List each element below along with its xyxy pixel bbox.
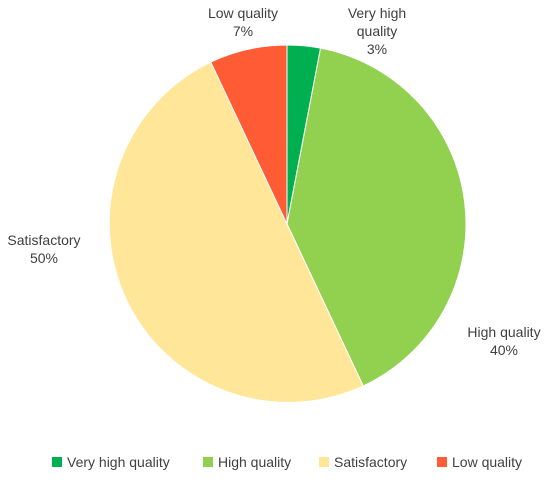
legend-label-high-quality: High quality	[218, 454, 291, 470]
data-label-line: 7%	[233, 23, 253, 39]
data-label-line: Low quality	[208, 5, 278, 21]
data-label-line: Satisfactory	[7, 232, 80, 248]
legend-label-satisfactory: Satisfactory	[334, 454, 407, 470]
data-label-line: 3%	[367, 41, 387, 57]
pie-slices	[108, 44, 467, 403]
legend-label-low-quality: Low quality	[452, 454, 522, 470]
legend-swatch-satisfactory	[319, 457, 329, 467]
pie-slice-low-quality	[210, 44, 288, 225]
legend-swatch-low-quality	[437, 457, 447, 467]
data-label-line: quality	[357, 23, 397, 39]
data-label-low-quality: Low quality 7%	[208, 5, 278, 39]
legend-swatch-very-high-quality	[52, 457, 62, 467]
data-label-line: 50%	[30, 250, 58, 266]
pie-slice-satisfactory	[108, 61, 364, 403]
data-label-very-high-quality: Very high quality 3%	[348, 5, 406, 57]
data-label-line: Very high	[348, 5, 406, 21]
data-label-line: High quality	[467, 324, 540, 340]
legend: Very high quality High quality Satisfactor…	[52, 454, 522, 470]
legend-label-very-high-quality: Very high quality	[67, 454, 170, 470]
data-label-line: 40%	[490, 342, 518, 358]
pie-slice-high-quality	[286, 47, 467, 387]
data-label-high-quality: High quality 40%	[467, 324, 540, 358]
slice-labels: Very high quality 3% High quality 40% Satisfa…	[7, 5, 540, 358]
legend-swatch-high-quality	[203, 457, 213, 467]
data-label-satisfactory: Satisfactory 50%	[7, 232, 80, 266]
